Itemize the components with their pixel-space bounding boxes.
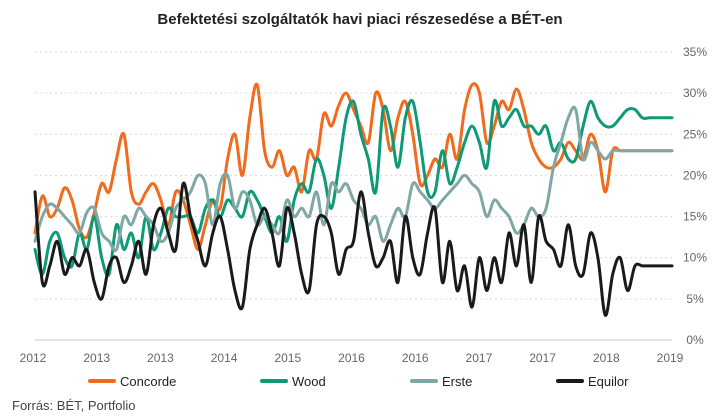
y-tick-label: 25% [683,127,707,141]
y-tick-label: 20% [683,168,707,182]
grid [35,51,672,341]
y-tick-label: 10% [683,251,707,265]
x-axis-ticks: 2012 2013 2013 2014 2015 2016 2016 2017 2017 2018… [20,351,684,365]
y-tick-label: 15% [683,210,707,224]
series-line-erste [33,105,674,252]
y-tick-label: 35% [683,45,707,59]
y-tick-label: 30% [683,86,707,100]
legend-label-erste: Erste [442,374,472,389]
chart-title: Befektetési szolgáltatók havi piaci rész… [157,11,562,28]
legend-label-wood: Wood [292,374,326,389]
series-lines [33,82,674,317]
y-tick-label: 0% [686,333,704,347]
legend: Concorde Wood Erste Equilor [88,374,629,389]
legend-label-equilor: Equilor [588,374,629,389]
x-tick-label: 2019 [657,351,684,365]
legend-label-concorde: Concorde [120,374,176,389]
y-tick-label: 5% [686,292,704,306]
x-tick-label: 2016 [338,351,365,365]
x-tick-label: 2018 [593,351,620,365]
x-tick-label: 2014 [211,351,238,365]
x-tick-label: 2016 [402,351,429,365]
x-tick-label: 2013 [147,351,174,365]
series-line-concorde [33,82,674,251]
x-tick-label: 2013 [83,351,110,365]
x-tick-label: 2017 [466,351,493,365]
series-line-equilor [33,181,674,317]
x-tick-label: 2015 [274,351,301,365]
source-note: Forrás: BÉT, Portfolio [12,398,136,413]
x-tick-label: 2017 [529,351,556,365]
y-axis-ticks: 0% 5% 10% 15% 20% 25% 30% 35% [683,45,707,347]
x-tick-label: 2012 [20,351,47,365]
